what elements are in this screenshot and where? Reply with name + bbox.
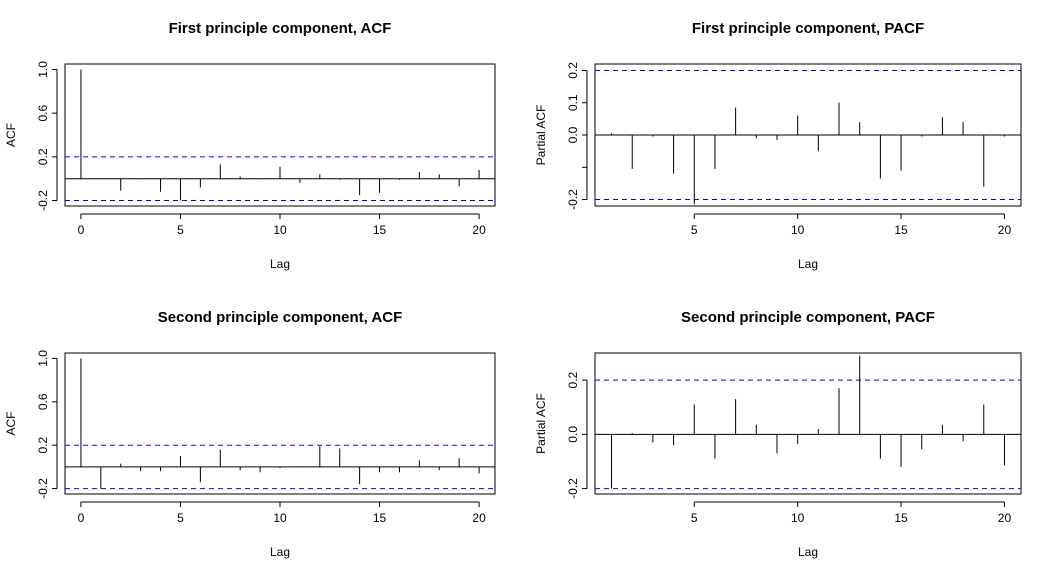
y-tick-label: -0.2	[36, 478, 50, 499]
x-tick-label: 5	[177, 511, 184, 525]
x-tick-label: 20	[998, 511, 1012, 525]
x-tick-label: 5	[691, 511, 698, 525]
plot-frame	[594, 352, 1022, 495]
x-axis-label: Lag	[798, 545, 818, 559]
plot-frame	[64, 352, 496, 495]
y-tick-label: 1.0	[36, 61, 50, 78]
x-tick-label: 0	[78, 511, 85, 525]
x-tick-label: 10	[273, 223, 287, 237]
x-axis-label: Lag	[798, 257, 818, 271]
x-axis-label: Lag	[270, 545, 290, 559]
x-tick-label: 15	[373, 511, 387, 525]
x-tick-label: 10	[791, 511, 805, 525]
x-tick-label: 20	[998, 223, 1012, 237]
x-tick-label: 20	[472, 223, 486, 237]
x-tick-label: 15	[894, 223, 908, 237]
y-tick-label: 0.2	[36, 437, 50, 454]
chart-title: First principle component, PACF	[692, 20, 924, 37]
y-axis-label: Partial ACF	[534, 393, 548, 454]
chart-title: Second principle component, ACF	[158, 309, 402, 326]
y-tick-label: 1.0	[36, 350, 50, 367]
x-tick-label: 5	[691, 223, 698, 237]
y-tick-label: 0.2	[566, 371, 580, 388]
x-axis-label: Lag	[270, 257, 290, 271]
x-tick-label: 15	[373, 223, 387, 237]
chart-title: First principle component, ACF	[169, 20, 392, 37]
y-tick-label: -0.2	[566, 189, 580, 210]
plot-frame	[64, 63, 496, 207]
panel-pc1-pacf: First principle component, PACF 5 10 15 20 La…	[534, 20, 1022, 271]
x-tick-label: 0	[78, 223, 85, 237]
y-tick-label: 0.0	[566, 426, 580, 443]
x-tick-label: 10	[273, 511, 287, 525]
panel-pc1-acf: First principle component, ACF 0 5 10 15 20 La…	[4, 20, 496, 271]
y-axis-label: ACF	[4, 412, 18, 436]
x-tick-label: 15	[894, 511, 908, 525]
y-tick-label: -0.2	[566, 478, 580, 499]
y-tick-label: 0.0	[566, 126, 580, 143]
y-tick-label: -0.2	[36, 190, 50, 211]
y-tick-label: 0.2	[36, 148, 50, 165]
x-tick-label: 5	[177, 223, 184, 237]
chart-title: Second principle component, PACF	[681, 309, 935, 326]
y-tick-label: 0.6	[36, 104, 50, 121]
panel-pc2-pacf: Second principle component, PACF 5 10 15 20 L…	[534, 309, 1022, 559]
y-tick-label: 0.1	[566, 94, 580, 111]
panel-pc2-acf: Second principle component, ACF 0 5 10 15 20 L…	[4, 309, 496, 559]
y-tick-label: 0.2	[566, 62, 580, 79]
y-axis-label: Partial ACF	[534, 105, 548, 166]
y-axis-label: ACF	[4, 123, 18, 147]
y-tick-label: 0.6	[36, 393, 50, 410]
x-tick-label: 10	[791, 223, 805, 237]
x-tick-label: 20	[472, 511, 486, 525]
